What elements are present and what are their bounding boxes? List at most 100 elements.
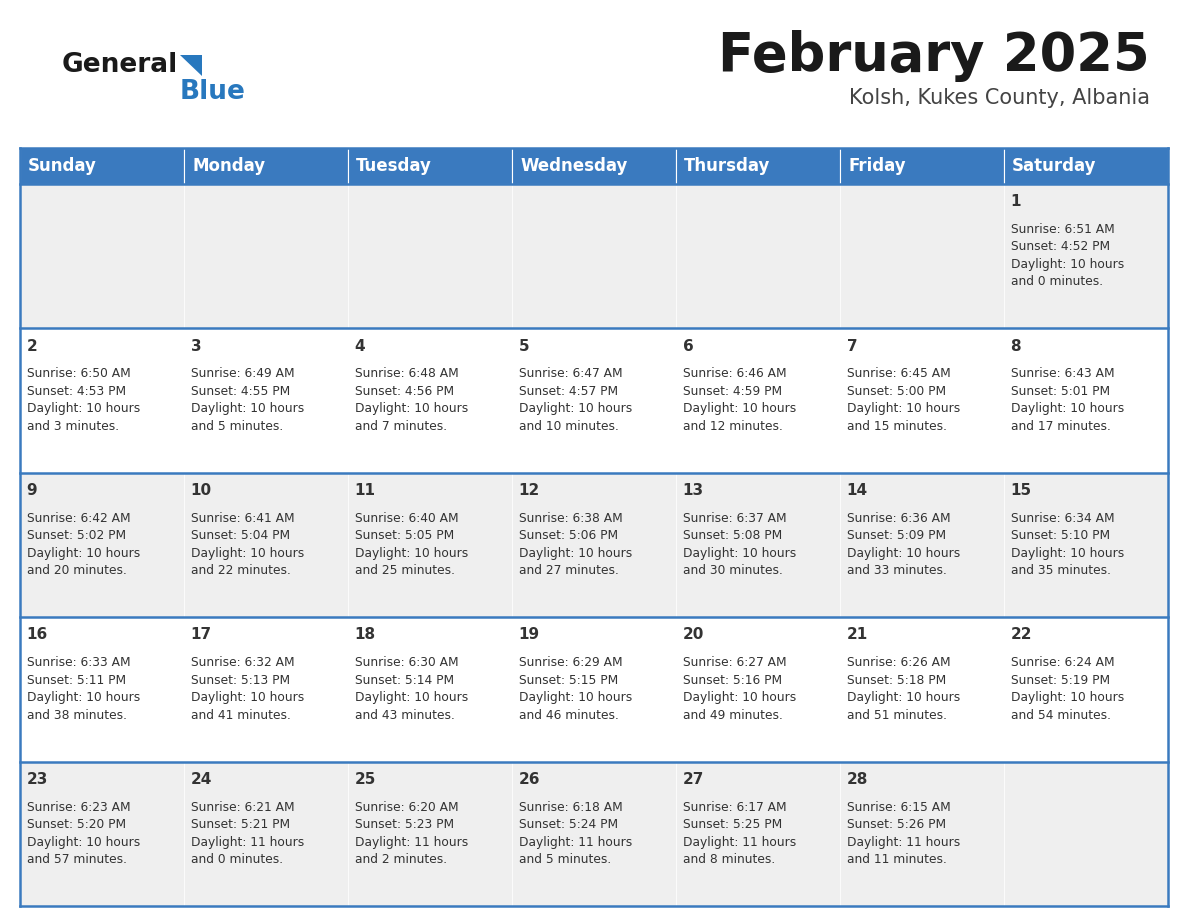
Text: Sunrise: 6:33 AM
Sunset: 5:11 PM
Daylight: 10 hours
and 38 minutes.: Sunrise: 6:33 AM Sunset: 5:11 PM Dayligh… [26, 656, 140, 722]
Bar [512, 184, 676, 329]
Bar [512, 329, 676, 473]
Text: Monday: Monday [192, 157, 265, 175]
Text: 14: 14 [847, 483, 867, 498]
Text: 19: 19 [518, 627, 539, 643]
Text: February 2025: February 2025 [719, 30, 1150, 82]
Bar [512, 148, 676, 184]
Bar [512, 762, 676, 906]
Bar [1004, 148, 1168, 184]
Text: Friday: Friday [848, 157, 905, 175]
Bar [184, 329, 348, 473]
Bar [1004, 184, 1168, 329]
Bar [676, 329, 840, 473]
Text: 5: 5 [518, 339, 529, 353]
Text: 21: 21 [847, 627, 867, 643]
Text: Sunrise: 6:51 AM
Sunset: 4:52 PM
Daylight: 10 hours
and 0 minutes.: Sunrise: 6:51 AM Sunset: 4:52 PM Dayligh… [1011, 223, 1124, 288]
Text: Sunrise: 6:17 AM
Sunset: 5:25 PM
Daylight: 11 hours
and 8 minutes.: Sunrise: 6:17 AM Sunset: 5:25 PM Dayligh… [683, 800, 796, 866]
Text: Sunrise: 6:36 AM
Sunset: 5:09 PM
Daylight: 10 hours
and 33 minutes.: Sunrise: 6:36 AM Sunset: 5:09 PM Dayligh… [847, 512, 960, 577]
Bar [348, 762, 512, 906]
Bar [20, 148, 184, 184]
Text: 24: 24 [190, 772, 211, 787]
Text: Sunrise: 6:42 AM
Sunset: 5:02 PM
Daylight: 10 hours
and 20 minutes.: Sunrise: 6:42 AM Sunset: 5:02 PM Dayligh… [26, 512, 140, 577]
Text: 6: 6 [683, 339, 694, 353]
Text: 9: 9 [26, 483, 37, 498]
Bar [840, 762, 1004, 906]
Bar [676, 473, 840, 617]
Text: 16: 16 [26, 627, 48, 643]
Text: 15: 15 [1011, 483, 1031, 498]
Text: Sunrise: 6:38 AM
Sunset: 5:06 PM
Daylight: 10 hours
and 27 minutes.: Sunrise: 6:38 AM Sunset: 5:06 PM Dayligh… [518, 512, 632, 577]
Text: Sunrise: 6:48 AM
Sunset: 4:56 PM
Daylight: 10 hours
and 7 minutes.: Sunrise: 6:48 AM Sunset: 4:56 PM Dayligh… [354, 367, 468, 433]
Text: 8: 8 [1011, 339, 1022, 353]
Text: Sunrise: 6:30 AM
Sunset: 5:14 PM
Daylight: 10 hours
and 43 minutes.: Sunrise: 6:30 AM Sunset: 5:14 PM Dayligh… [354, 656, 468, 722]
Text: Sunrise: 6:43 AM
Sunset: 5:01 PM
Daylight: 10 hours
and 17 minutes.: Sunrise: 6:43 AM Sunset: 5:01 PM Dayligh… [1011, 367, 1124, 433]
Text: 1: 1 [1011, 194, 1020, 209]
Text: Thursday: Thursday [684, 157, 771, 175]
Text: Sunrise: 6:37 AM
Sunset: 5:08 PM
Daylight: 10 hours
and 30 minutes.: Sunrise: 6:37 AM Sunset: 5:08 PM Dayligh… [683, 512, 796, 577]
Text: General: General [62, 52, 178, 78]
Bar [1004, 762, 1168, 906]
Text: Sunday: Sunday [29, 157, 97, 175]
Text: Sunrise: 6:40 AM
Sunset: 5:05 PM
Daylight: 10 hours
and 25 minutes.: Sunrise: 6:40 AM Sunset: 5:05 PM Dayligh… [354, 512, 468, 577]
Text: Sunrise: 6:26 AM
Sunset: 5:18 PM
Daylight: 10 hours
and 51 minutes.: Sunrise: 6:26 AM Sunset: 5:18 PM Dayligh… [847, 656, 960, 722]
Text: 2: 2 [26, 339, 37, 353]
Text: Sunrise: 6:47 AM
Sunset: 4:57 PM
Daylight: 10 hours
and 10 minutes.: Sunrise: 6:47 AM Sunset: 4:57 PM Dayligh… [518, 367, 632, 433]
Text: Sunrise: 6:20 AM
Sunset: 5:23 PM
Daylight: 11 hours
and 2 minutes.: Sunrise: 6:20 AM Sunset: 5:23 PM Dayligh… [354, 800, 468, 866]
Text: 10: 10 [190, 483, 211, 498]
Bar [840, 329, 1004, 473]
Bar [676, 184, 840, 329]
Text: Tuesday: Tuesday [356, 157, 432, 175]
Bar [348, 617, 512, 762]
Bar [348, 473, 512, 617]
Text: Sunrise: 6:27 AM
Sunset: 5:16 PM
Daylight: 10 hours
and 49 minutes.: Sunrise: 6:27 AM Sunset: 5:16 PM Dayligh… [683, 656, 796, 722]
Bar [1004, 473, 1168, 617]
Text: Sunrise: 6:34 AM
Sunset: 5:10 PM
Daylight: 10 hours
and 35 minutes.: Sunrise: 6:34 AM Sunset: 5:10 PM Dayligh… [1011, 512, 1124, 577]
Text: 26: 26 [518, 772, 541, 787]
Text: 3: 3 [190, 339, 201, 353]
Bar [348, 184, 512, 329]
Bar [184, 617, 348, 762]
Bar [840, 184, 1004, 329]
Bar [840, 148, 1004, 184]
Text: 13: 13 [683, 483, 703, 498]
Text: Sunrise: 6:18 AM
Sunset: 5:24 PM
Daylight: 11 hours
and 5 minutes.: Sunrise: 6:18 AM Sunset: 5:24 PM Dayligh… [518, 800, 632, 866]
Text: 25: 25 [354, 772, 375, 787]
Text: 23: 23 [26, 772, 48, 787]
Bar [20, 617, 184, 762]
Bar [676, 148, 840, 184]
Bar [676, 762, 840, 906]
Bar [20, 473, 184, 617]
Text: Sunrise: 6:15 AM
Sunset: 5:26 PM
Daylight: 11 hours
and 11 minutes.: Sunrise: 6:15 AM Sunset: 5:26 PM Dayligh… [847, 800, 960, 866]
Text: Sunrise: 6:23 AM
Sunset: 5:20 PM
Daylight: 10 hours
and 57 minutes.: Sunrise: 6:23 AM Sunset: 5:20 PM Dayligh… [26, 800, 140, 866]
Text: Sunrise: 6:46 AM
Sunset: 4:59 PM
Daylight: 10 hours
and 12 minutes.: Sunrise: 6:46 AM Sunset: 4:59 PM Dayligh… [683, 367, 796, 433]
Bar [512, 617, 676, 762]
Text: Blue: Blue [181, 79, 246, 105]
Bar [348, 148, 512, 184]
Text: Kolsh, Kukes County, Albania: Kolsh, Kukes County, Albania [849, 88, 1150, 108]
Bar [184, 762, 348, 906]
Bar [20, 762, 184, 906]
Text: Sunrise: 6:29 AM
Sunset: 5:15 PM
Daylight: 10 hours
and 46 minutes.: Sunrise: 6:29 AM Sunset: 5:15 PM Dayligh… [518, 656, 632, 722]
Text: 17: 17 [190, 627, 211, 643]
Bar [840, 617, 1004, 762]
Bar [184, 184, 348, 329]
Text: 12: 12 [518, 483, 539, 498]
Bar [20, 329, 184, 473]
Bar [184, 148, 348, 184]
Bar [1004, 329, 1168, 473]
Bar [512, 473, 676, 617]
Text: Sunrise: 6:32 AM
Sunset: 5:13 PM
Daylight: 10 hours
and 41 minutes.: Sunrise: 6:32 AM Sunset: 5:13 PM Dayligh… [190, 656, 304, 722]
Polygon shape [181, 55, 202, 76]
Bar [20, 184, 184, 329]
Bar [348, 329, 512, 473]
Text: 20: 20 [683, 627, 704, 643]
Text: 7: 7 [847, 339, 858, 353]
Bar [184, 473, 348, 617]
Text: Sunrise: 6:41 AM
Sunset: 5:04 PM
Daylight: 10 hours
and 22 minutes.: Sunrise: 6:41 AM Sunset: 5:04 PM Dayligh… [190, 512, 304, 577]
Text: 11: 11 [354, 483, 375, 498]
Text: 28: 28 [847, 772, 868, 787]
Text: 18: 18 [354, 627, 375, 643]
Bar [840, 473, 1004, 617]
Bar [1004, 617, 1168, 762]
Text: 4: 4 [354, 339, 365, 353]
